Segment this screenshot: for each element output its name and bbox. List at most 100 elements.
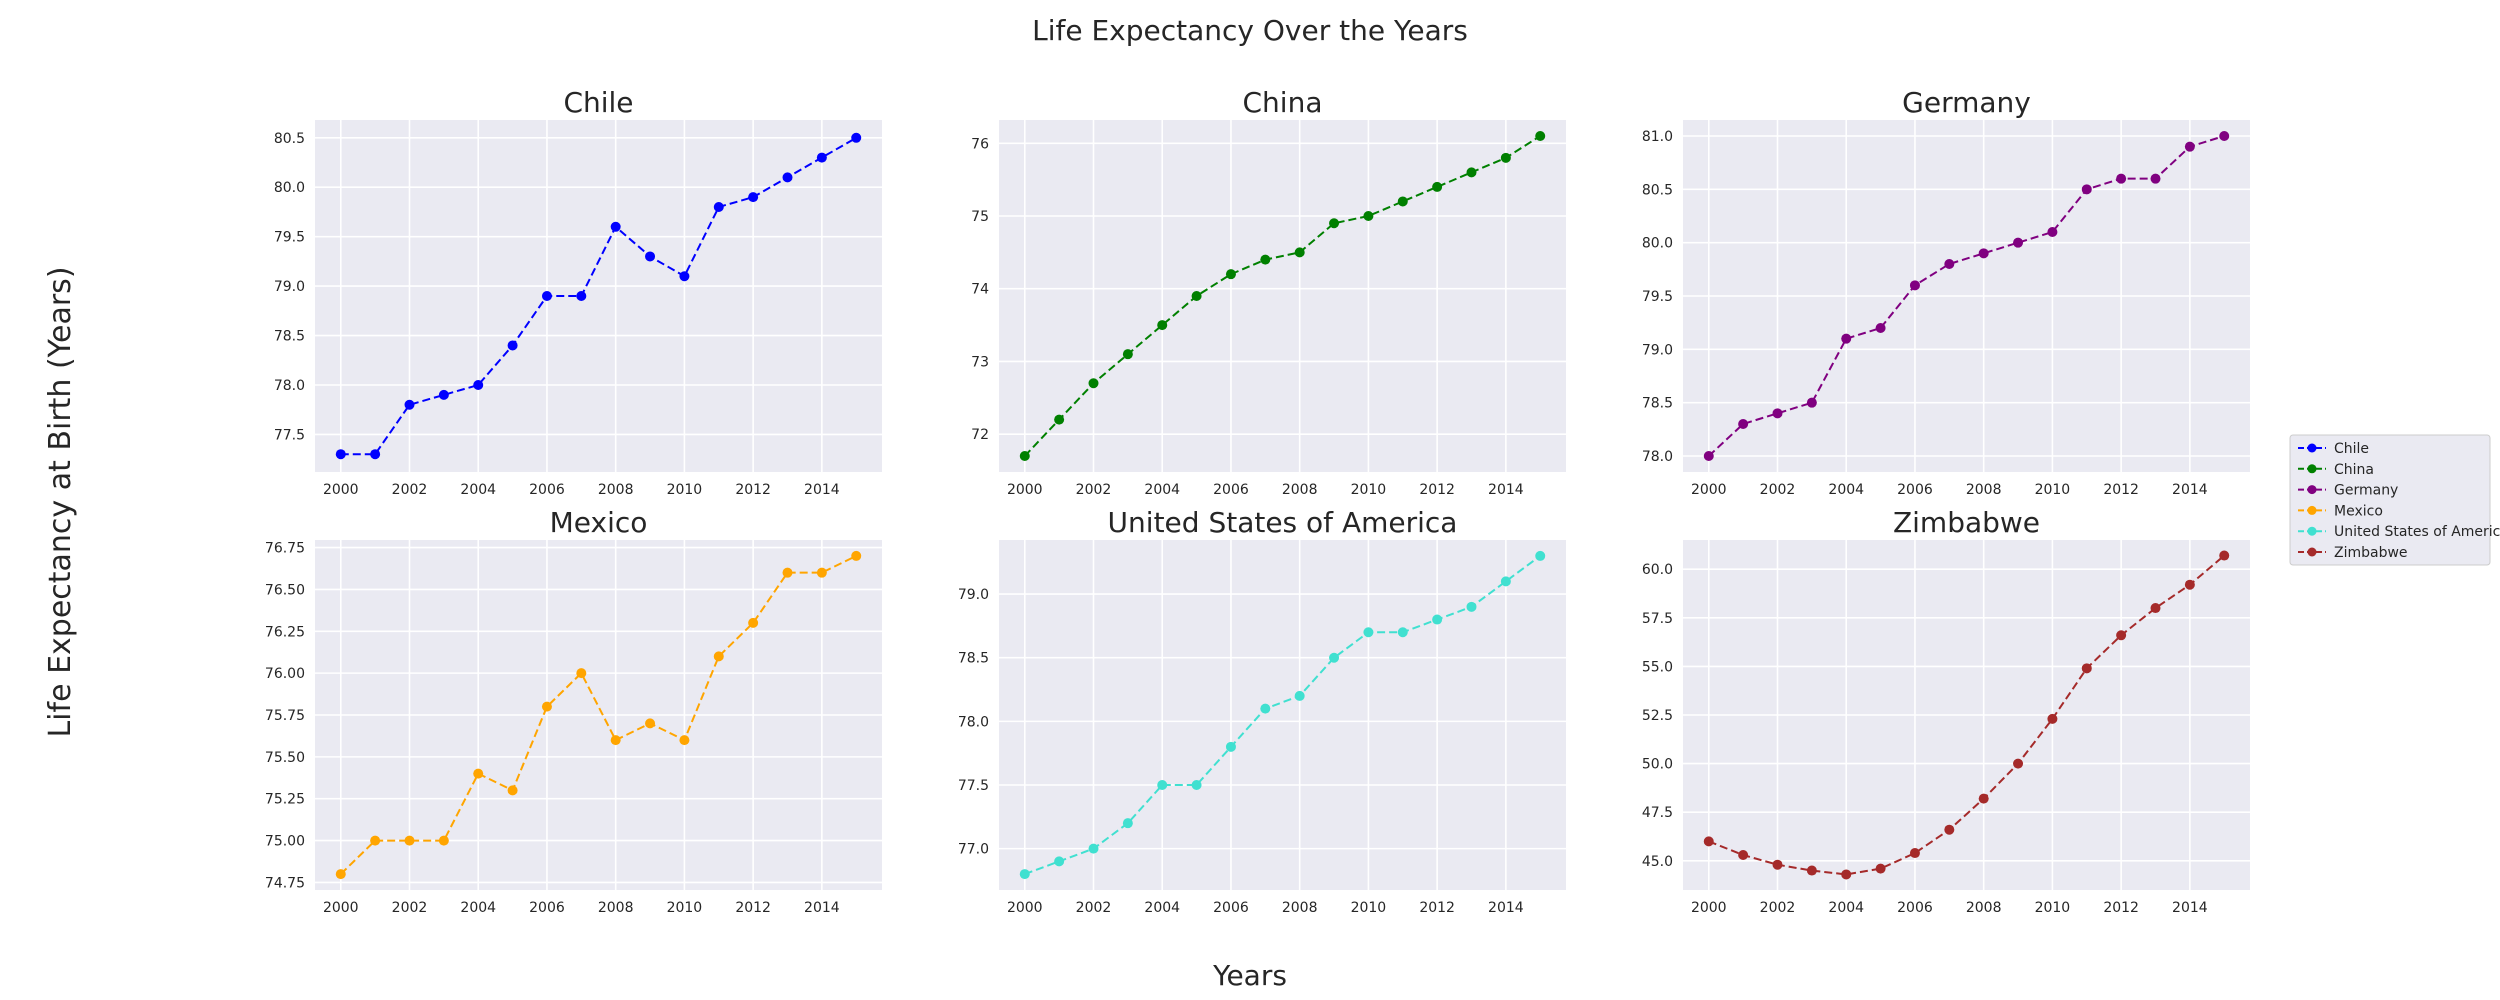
germany-data-point [1978, 248, 1989, 259]
chile-data-point [713, 202, 724, 213]
panel-zimbabwe: 2000 2002 2004 2006 2008 2010 2012 2014 45.0 47.5… [1642, 506, 2250, 916]
germany-data-point [1806, 397, 1817, 408]
mexico-data-point [713, 651, 724, 662]
mexico-data-point [782, 567, 793, 578]
united-states-of-america-x-tick-label: 2014 [1488, 900, 1524, 916]
china-data-point [1466, 167, 1477, 178]
united-states-of-america-x-tick-label: 2006 [1213, 900, 1249, 916]
mexico-x-tick-label: 2012 [735, 900, 771, 916]
germany-data-point [2081, 184, 2092, 195]
mexico-data-point [679, 735, 690, 746]
germany-y-tick-label: 80.5 [1642, 182, 1673, 198]
zimbabwe-x-tick-label: 2014 [2172, 900, 2208, 916]
zimbabwe-data-point [1806, 865, 1817, 876]
germany-y-tick-label: 78.5 [1642, 396, 1673, 412]
zimbabwe-title: Zimbabwe [1893, 506, 2040, 539]
chile-y-tick-label: 79.0 [274, 279, 305, 295]
united-states-of-america-data-point [1191, 780, 1202, 790]
chile-data-point [851, 132, 862, 143]
china-data-point [1535, 131, 1546, 141]
united-states-of-america-data-point [1500, 576, 1511, 587]
zimbabwe-data-point [1841, 869, 1852, 880]
zimbabwe-x-tick-label: 2002 [1760, 900, 1796, 916]
germany-data-point [2116, 173, 2127, 184]
china-x-tick-label: 2014 [1488, 482, 1524, 498]
united-states-of-america-y-tick-label: 77.0 [958, 842, 989, 858]
china-data-point [1432, 181, 1443, 192]
germany-x-tick-label: 2012 [2103, 482, 2139, 498]
chile-y-tick-label: 80.5 [274, 131, 305, 147]
subplot-grid: 2000 2002 2004 2006 2008 2010 2012 2014 77.5 78.0… [265, 86, 2250, 916]
mexico-data-point [748, 617, 759, 628]
united-states-of-america-data-point [1019, 869, 1030, 880]
chile-data-point [782, 172, 793, 183]
germany-x-tick-label: 2002 [1760, 482, 1796, 498]
chile-y-tick-label: 78.5 [274, 329, 305, 345]
china-x-tick-label: 2000 [1007, 482, 1043, 498]
zimbabwe-series-line [1708, 554, 2225, 876]
legend-frame [2289, 434, 2491, 566]
zimbabwe-y-tick-label: 47.5 [1642, 805, 1673, 821]
china-title: China [1243, 86, 1323, 119]
germany-x-tick-label: 2000 [1691, 482, 1727, 498]
united-states-of-america-title: United States of America [1108, 506, 1458, 539]
legend-item-mexico: Mexico [2298, 503, 2383, 519]
zimbabwe-x-tick-label: 2010 [2035, 900, 2071, 916]
zimbabwe-x-tick-label: 2004 [1828, 900, 1864, 916]
chile-x-tick-label: 2010 [667, 482, 703, 498]
zimbabwe-data-point [2013, 758, 2024, 769]
chile-data-point [816, 152, 827, 163]
legend-label: Zimbabwe [2334, 545, 2408, 561]
legend-label: United States of America [2334, 524, 2500, 540]
legend-label: Germany [2334, 483, 2398, 499]
zimbabwe-data-point [2047, 713, 2058, 724]
united-states-of-america-data-point [1225, 741, 1236, 752]
legend-item-united-states-of-america: United States of America [2298, 524, 2500, 540]
germany-y-tick-label: 80.0 [1642, 236, 1673, 252]
chile-data-point [507, 340, 518, 351]
mexico-data-point [816, 567, 827, 578]
germany-y-tick-label: 79.5 [1642, 289, 1673, 305]
chile-data-point [679, 271, 690, 282]
mexico-data-point [473, 768, 484, 779]
united-states-of-america-y-tick-label: 78.5 [958, 651, 989, 667]
china-data-point [1088, 378, 1099, 389]
mexico-y-tick-label: 76.75 [265, 541, 305, 557]
united-states-of-america-data-point [1294, 690, 1305, 701]
united-states-of-america-y-tick-label: 79.0 [958, 587, 989, 603]
mexico-data-point [438, 835, 449, 846]
germany-data-point [1703, 451, 1714, 461]
legend-label: China [2334, 462, 2374, 478]
zimbabwe-y-tick-label: 57.5 [1642, 611, 1673, 627]
united-states-of-america-data-point [1535, 550, 1546, 561]
chile-data-point [438, 389, 449, 400]
zimbabwe-data-point [2184, 579, 2195, 590]
mexico-x-tick-label: 2002 [392, 900, 428, 916]
germany-x-tick-label: 2014 [2172, 482, 2208, 498]
legend-marker [2307, 505, 2317, 515]
germany-data-point [2047, 227, 2058, 237]
mexico-data-point [645, 718, 656, 729]
china-data-point [1329, 218, 1340, 229]
mexico-x-tick-label: 2008 [598, 900, 634, 916]
zimbabwe-data-point [2081, 663, 2092, 674]
chile-x-tick-label: 2014 [804, 482, 840, 498]
mexico-data-point [541, 701, 552, 712]
mexico-data-point [404, 835, 415, 846]
chile-x-tick-label: 2002 [392, 482, 428, 498]
united-states-of-america-data-point [1122, 818, 1133, 829]
china-data-point [1500, 152, 1511, 163]
china-data-point [1157, 320, 1168, 331]
germany-data-point [1875, 323, 1886, 333]
china-data-point [1122, 349, 1133, 360]
legend-marker [2307, 464, 2317, 474]
germany-data-point [1944, 259, 1955, 269]
zimbabwe-data-point [1875, 863, 1886, 874]
china-data-point [1260, 254, 1271, 265]
united-states-of-america-y-tick-label: 77.5 [958, 778, 989, 794]
germany-data-point [2184, 141, 2195, 152]
germany-data-point [2150, 173, 2161, 184]
united-states-of-america-x-tick-label: 2000 [1007, 900, 1043, 916]
mexico-data-point [851, 550, 862, 561]
chile-data-point [404, 399, 415, 410]
